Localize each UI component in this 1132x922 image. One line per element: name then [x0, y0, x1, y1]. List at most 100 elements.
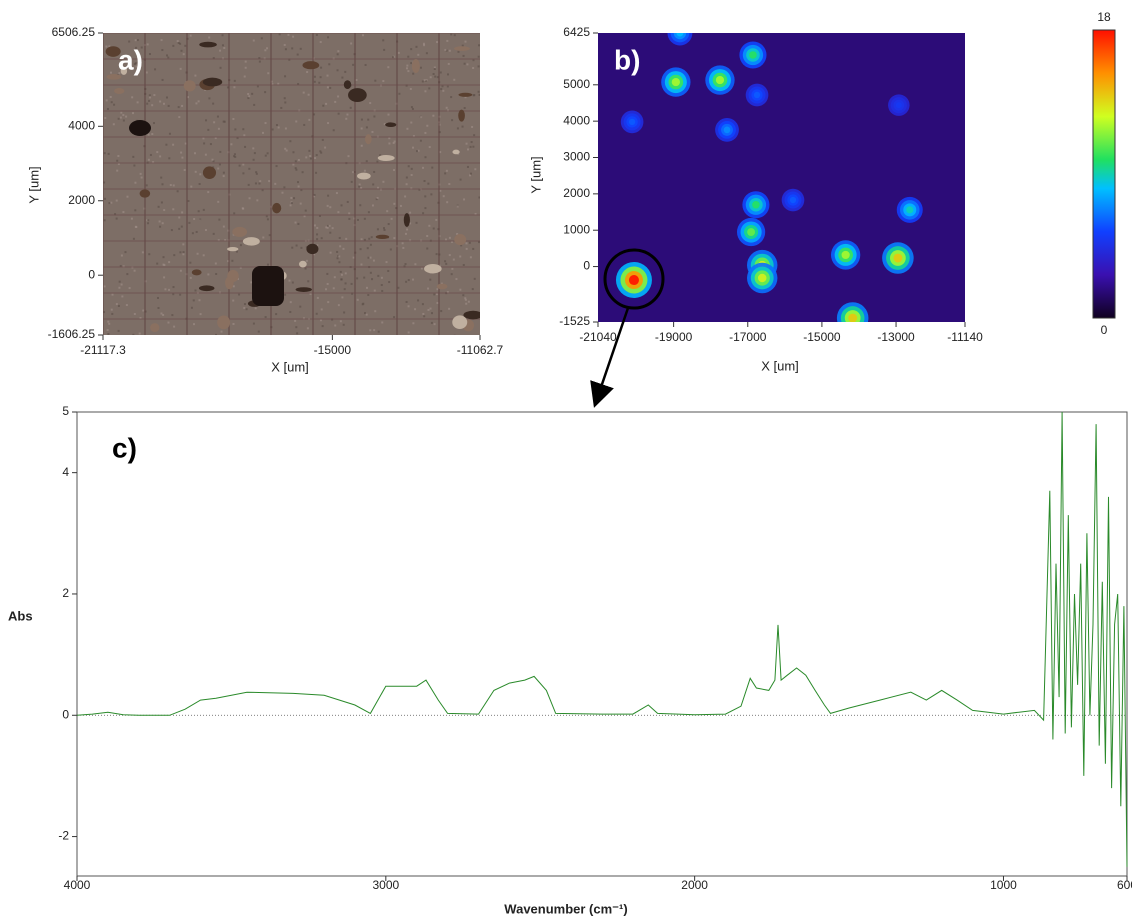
particle: [302, 61, 320, 70]
grain: [111, 312, 114, 315]
grain: [143, 207, 146, 210]
grain: [115, 303, 118, 306]
grain: [270, 326, 273, 329]
grain: [344, 272, 347, 275]
grain: [128, 40, 131, 43]
grain: [185, 71, 188, 74]
grain: [392, 56, 395, 59]
grain: [305, 259, 308, 262]
grain: [167, 321, 170, 324]
grain: [190, 306, 193, 309]
particle: [411, 59, 420, 74]
grain: [211, 158, 214, 161]
grain: [121, 295, 124, 298]
grain: [319, 150, 322, 153]
grain: [266, 152, 269, 155]
grain: [261, 131, 264, 134]
grain: [194, 74, 197, 77]
grain: [338, 255, 341, 258]
grain: [219, 150, 222, 153]
grain: [326, 204, 329, 207]
grain: [427, 308, 430, 311]
grain: [219, 66, 222, 69]
hotspot: [888, 94, 910, 116]
grain: [369, 256, 372, 259]
grain: [367, 256, 370, 259]
grain: [373, 329, 376, 332]
grain: [382, 227, 385, 230]
grain: [465, 302, 468, 305]
grain: [167, 104, 170, 107]
grain: [163, 264, 166, 267]
grain: [336, 250, 339, 253]
grain: [422, 312, 425, 315]
grain: [429, 239, 432, 242]
x-tick-label: 1000: [990, 878, 1017, 892]
hotspot: [830, 240, 861, 270]
grain: [268, 180, 271, 183]
grain: [337, 112, 340, 115]
grain: [172, 208, 175, 211]
grain: [251, 92, 254, 95]
grain: [321, 138, 324, 141]
grain: [316, 296, 319, 299]
y-tick-label: 1000: [563, 222, 590, 236]
grain: [410, 174, 413, 177]
hotspot-ring: [749, 51, 757, 59]
grain: [437, 201, 440, 204]
grain: [135, 65, 138, 68]
grain: [304, 239, 307, 242]
grain: [374, 79, 377, 82]
grain: [106, 107, 109, 110]
microscope-image: [103, 33, 480, 335]
particle: [295, 287, 312, 292]
grain: [208, 36, 211, 39]
grain: [337, 211, 340, 214]
particle: [232, 226, 248, 237]
grain: [382, 180, 385, 183]
grain: [264, 49, 267, 52]
grain: [430, 193, 433, 196]
grain: [173, 325, 176, 328]
grain: [472, 59, 475, 62]
x-tick-label: -15000: [314, 343, 352, 357]
grain: [319, 41, 322, 44]
grain: [130, 217, 133, 220]
grain: [115, 199, 118, 202]
panel-label: a): [118, 44, 143, 75]
grain: [329, 231, 332, 234]
x-tick-label: -19000: [655, 330, 693, 344]
grain: [364, 63, 367, 66]
grain: [196, 291, 199, 294]
grain: [412, 72, 415, 75]
grain: [477, 65, 480, 68]
grain: [212, 160, 215, 163]
grain: [410, 62, 413, 65]
grain: [369, 271, 372, 274]
grain: [188, 221, 191, 224]
grain: [473, 134, 476, 137]
grain: [105, 45, 108, 48]
grain: [316, 226, 319, 229]
grain: [172, 44, 175, 47]
grain: [290, 202, 293, 205]
grain: [257, 330, 260, 333]
grain: [159, 225, 162, 228]
x-tick-label: -13000: [877, 330, 915, 344]
grain: [196, 252, 199, 255]
grain: [448, 236, 451, 239]
grain: [304, 209, 307, 212]
grain: [465, 247, 468, 250]
grain: [368, 266, 371, 269]
grain: [192, 299, 195, 302]
grain: [363, 169, 366, 172]
x-axis-label: X [um]: [761, 358, 799, 373]
hotspot: [667, 33, 693, 46]
grain: [264, 122, 267, 125]
grain: [191, 232, 194, 235]
grain: [284, 127, 287, 130]
grain: [299, 47, 302, 50]
grain: [293, 197, 296, 200]
grain: [448, 49, 451, 52]
grain: [125, 115, 128, 118]
